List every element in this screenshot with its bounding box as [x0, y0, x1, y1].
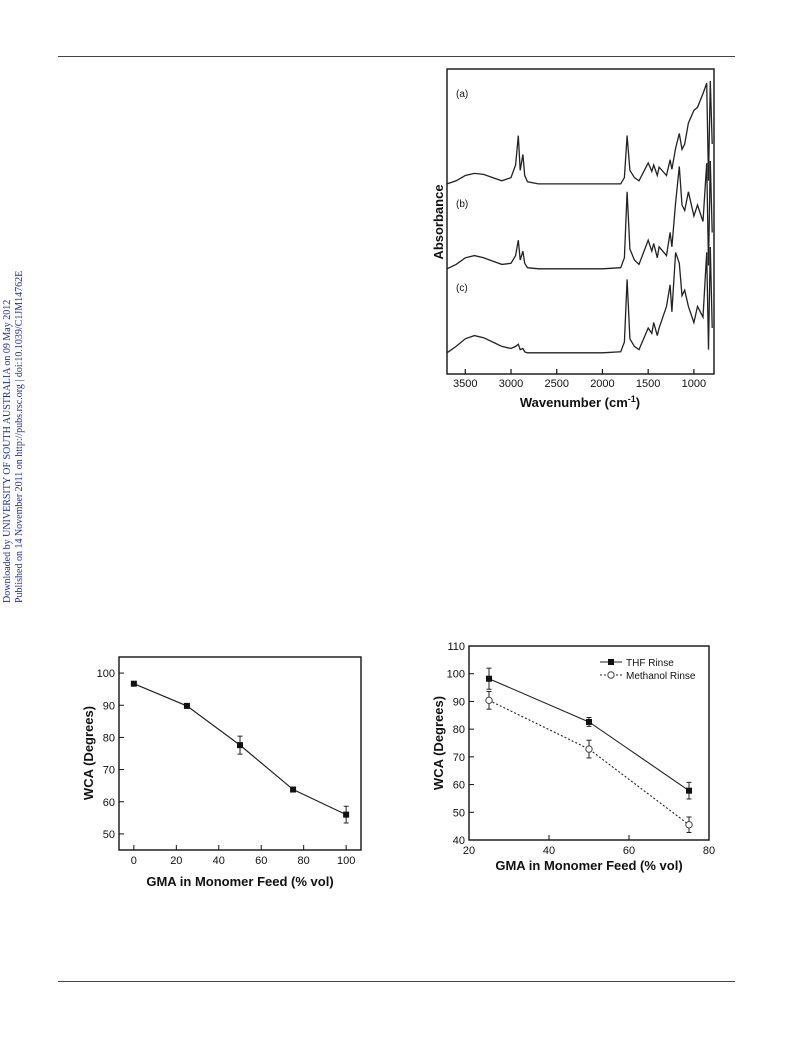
- data-point: [237, 742, 243, 749]
- x-axis-label: GMA in Monomer Feed (% vol): [146, 874, 333, 889]
- y-axis-label: WCA (Degrees): [81, 706, 96, 800]
- series-label: (c): [456, 283, 468, 294]
- data-point: [585, 745, 593, 753]
- x-tick-label: 20: [170, 855, 182, 867]
- y-tick-label: 70: [453, 752, 465, 764]
- y-tick-label: 80: [103, 732, 115, 744]
- data-point: [486, 675, 492, 682]
- data-point: [586, 718, 592, 725]
- x-tick-label: 0: [131, 855, 137, 867]
- series-line: [488, 678, 690, 792]
- data-point: [343, 811, 350, 818]
- plot-frame: [446, 68, 715, 375]
- x-tick-label: 60: [623, 845, 635, 857]
- y-tick-label: 40: [453, 835, 465, 847]
- x-tick-label: 3500: [453, 378, 477, 390]
- data-point: [290, 786, 297, 793]
- data-point: [686, 787, 692, 794]
- x-tick-label: 60: [255, 855, 267, 867]
- series-label: (b): [456, 199, 468, 210]
- y-tick-label: 70: [103, 765, 115, 777]
- data-point: [485, 696, 493, 705]
- data-point: [685, 821, 693, 829]
- data-point: [130, 680, 137, 687]
- spectrum-line: [446, 160, 713, 270]
- y-tick-label: 50: [103, 829, 115, 841]
- spectrum-line: [446, 246, 713, 354]
- x-axis-label: GMA in Monomer Feed (% vol): [495, 858, 682, 873]
- plot-frame: [118, 656, 362, 851]
- y-tick-label: 100: [447, 669, 465, 681]
- x-tick-label: 3000: [499, 378, 523, 390]
- y-tick-label: 60: [103, 797, 115, 809]
- y-tick-label: 80: [453, 724, 465, 736]
- series-line: [488, 699, 690, 826]
- y-tick-label: 50: [453, 807, 465, 819]
- x-tick-label: 2000: [590, 378, 614, 390]
- plot-frame: [468, 645, 710, 841]
- data-point: [183, 702, 190, 709]
- bottom-rule: [58, 981, 735, 982]
- x-tick-label: 80: [703, 845, 715, 857]
- y-axis-label: WCA (Degrees): [431, 696, 446, 790]
- x-tick-label: 100: [337, 855, 355, 867]
- series-label: (a): [456, 89, 468, 100]
- x-tick-label: 2500: [544, 378, 568, 390]
- x-tick-label: 80: [298, 855, 310, 867]
- y-tick-label: 60: [453, 780, 465, 792]
- x-tick-label: 1500: [636, 378, 660, 390]
- y-tick-label: 90: [453, 696, 465, 708]
- x-tick-label: 40: [543, 845, 555, 857]
- x-axis-label: Wavenumber (cm-1): [520, 394, 640, 410]
- legend-label: THF Rinse: [626, 658, 674, 669]
- x-tick-label: 40: [213, 855, 225, 867]
- y-tick-label: 110: [447, 641, 465, 653]
- y-axis-label: Absorbance: [431, 184, 446, 259]
- x-tick-label: 20: [463, 845, 475, 857]
- legend-marker: [607, 671, 615, 679]
- legend-label: Methanol Rinse: [626, 671, 696, 682]
- y-tick-label: 100: [97, 668, 115, 680]
- spectrum-line: [446, 80, 713, 185]
- top-rule: [58, 56, 735, 57]
- legend-marker: [608, 659, 614, 665]
- x-tick-label: 1000: [682, 378, 706, 390]
- y-tick-label: 90: [103, 700, 115, 712]
